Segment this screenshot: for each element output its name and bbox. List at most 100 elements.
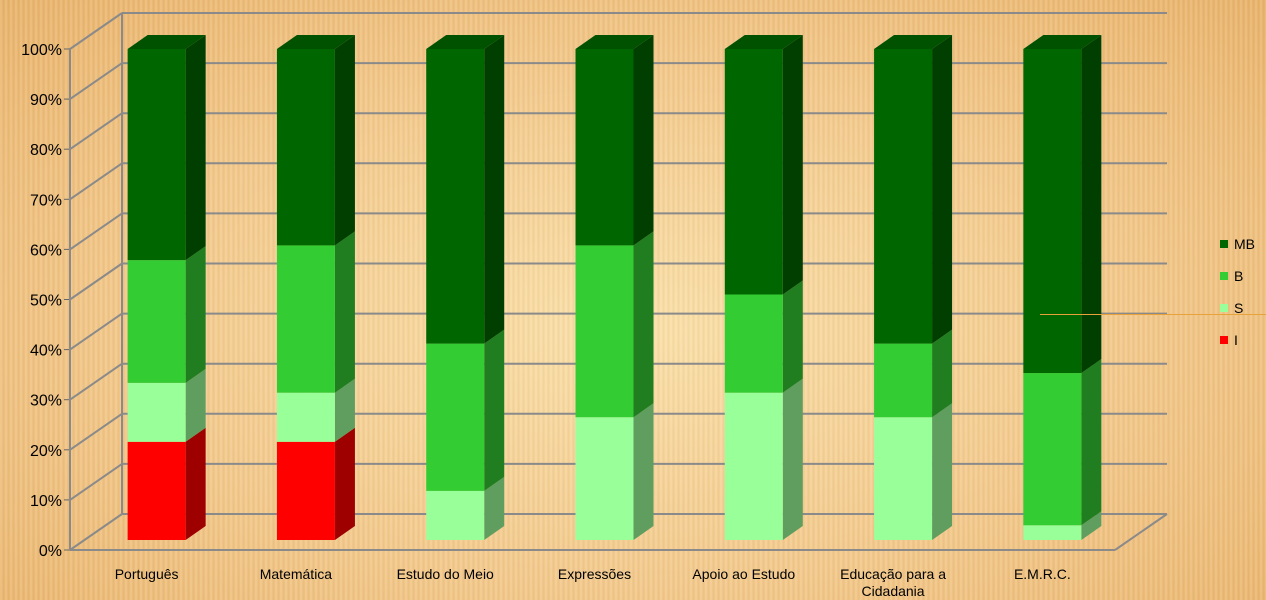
bar-side-mb (782, 35, 803, 295)
side-gridline (69, 362, 123, 401)
legend-swatch-mb (1220, 240, 1228, 248)
bar-segment-s (575, 417, 634, 540)
y-tick-label: 60% (30, 242, 62, 259)
legend-label-mb: MB (1234, 236, 1255, 252)
bar-side-mb (1081, 35, 1102, 374)
y-tick-label: 30% (30, 393, 62, 410)
legend-label-i: I (1234, 332, 1238, 348)
x-tick-label: Apoio ao Estudo (692, 566, 795, 582)
x-tick-labels: Português Matemática Estudo do Meio Express… (115, 566, 1071, 599)
x-tick-label: Matemática (260, 566, 333, 582)
bar-top (724, 35, 803, 49)
bar-segment-i (276, 441, 335, 540)
legend-swatch-s (1220, 304, 1228, 312)
bar-side-s (484, 476, 505, 540)
bar-side-mb (334, 35, 355, 246)
legend-label-b: B (1234, 268, 1244, 284)
y-tick-label: 70% (30, 192, 62, 209)
bar-side-s (1081, 511, 1102, 540)
bar-segment-mb (426, 49, 485, 344)
side-gridline (69, 212, 123, 251)
bar-segment-s (724, 392, 783, 540)
bar-segment-i (127, 441, 186, 540)
bar-side-b (932, 329, 953, 418)
x-tick-label: Estudo do Meio (397, 566, 494, 582)
bar-top (127, 35, 206, 49)
bar-side-s (932, 403, 953, 540)
y-tick-label: 80% (30, 142, 62, 159)
side-gridline (69, 62, 123, 100)
bar-side-mb (484, 35, 505, 344)
side-gridline (69, 412, 123, 451)
legend: MB B S I (1220, 236, 1255, 364)
legend-item-b: B (1220, 268, 1255, 284)
bar-segment-s (426, 490, 485, 540)
side-gridline (69, 162, 123, 201)
floor-edge-right (1114, 513, 1168, 551)
bar-segment-b (874, 343, 933, 418)
y-tick-label: 90% (30, 92, 62, 109)
y-tick-label: 0% (39, 543, 62, 560)
y-tick-label: 50% (30, 293, 62, 310)
bar-side-s (334, 378, 355, 442)
bar-segment-s (276, 392, 335, 442)
side-gridline (69, 112, 123, 151)
bar-segment-b (276, 245, 335, 393)
bar-side-mb (932, 35, 953, 344)
bar-side-i (334, 427, 355, 540)
bar-segment-b (575, 245, 634, 418)
side-gridline (69, 312, 123, 351)
bar-side-b (185, 246, 206, 383)
bar-segment-b (426, 343, 485, 491)
bar-segment-mb (1023, 49, 1082, 374)
bar-segment-mb (575, 49, 634, 246)
legend-item-s: S (1220, 300, 1255, 316)
bar-top (1023, 35, 1102, 49)
bar-segment-s (874, 417, 933, 540)
legend-item-i: I (1220, 332, 1255, 348)
bar-side-i (185, 427, 206, 540)
bar-top (276, 35, 355, 49)
bar-side-b (484, 329, 505, 491)
bar-segment-b (1023, 373, 1082, 526)
y-tick-label: 10% (30, 493, 62, 510)
bar-segment-b (127, 260, 186, 383)
bar-side-mb (185, 35, 206, 261)
bar-side-s (185, 368, 206, 442)
bar-segment-mb (874, 49, 933, 344)
bar-segment-s (127, 382, 186, 442)
legend-item-mb: MB (1220, 236, 1255, 252)
y-tick-label: 100% (21, 42, 62, 59)
bar-segment-b (724, 294, 783, 393)
x-tick-label: Educação para a Cidadania (840, 566, 946, 599)
y-tick-label: 40% (30, 343, 62, 360)
decorative-line (1040, 314, 1266, 315)
x-tick-label: Português (115, 566, 179, 582)
side-gridline (69, 262, 123, 301)
side-gridline (69, 12, 123, 50)
y-tick-label: 20% (30, 443, 62, 460)
bars (127, 35, 1102, 540)
side-gridline (69, 463, 123, 501)
legend-swatch-b (1220, 272, 1228, 280)
x-tick-label: Expressões (558, 566, 631, 582)
legend-label-s: S (1234, 300, 1244, 316)
bar-side-b (334, 231, 355, 393)
bar-side-b (1081, 359, 1102, 526)
bar-side-b (633, 231, 654, 418)
bar-segment-mb (276, 49, 335, 246)
bar-top (426, 35, 505, 49)
bar-side-s (633, 403, 654, 540)
bar-segment-mb (724, 49, 783, 295)
bar-top (575, 35, 654, 49)
legend-swatch-i (1220, 336, 1228, 344)
bar-segment-mb (127, 49, 186, 261)
x-tick-label: E.M.R.C. (1014, 566, 1071, 582)
bar-side-mb (633, 35, 654, 246)
bar-side-b (782, 280, 803, 393)
bar-top (874, 35, 953, 49)
bar-side-s (782, 378, 803, 540)
side-gridline (69, 513, 123, 551)
bar-segment-s (1023, 525, 1082, 540)
